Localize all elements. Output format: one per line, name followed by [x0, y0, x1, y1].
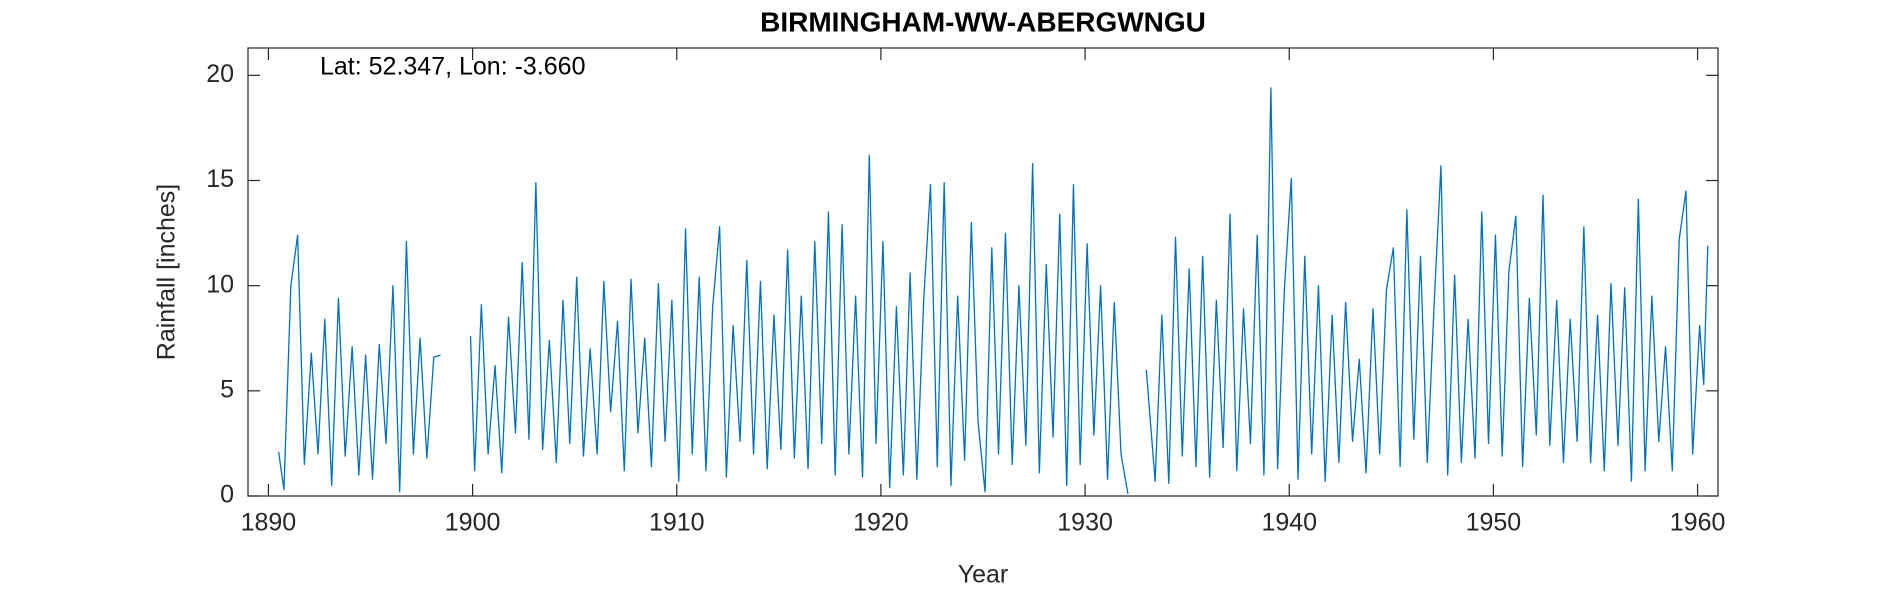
y-tick-label: 15	[206, 165, 234, 193]
x-tick-label: 1920	[853, 509, 909, 537]
x-tick-label: 1890	[241, 509, 297, 537]
x-tick-label: 1930	[1057, 509, 1113, 537]
y-tick-label: 0	[220, 481, 234, 509]
plot-area	[247, 47, 1719, 497]
y-tick-label: 20	[206, 60, 234, 88]
x-tick-label: 1940	[1261, 509, 1317, 537]
annotation: Lat: 52.347, Lon: -3.660	[320, 53, 586, 81]
x-axis-label: Year	[958, 561, 1009, 589]
x-tick-label: 1950	[1466, 509, 1522, 537]
y-tick-label: 10	[206, 270, 234, 298]
x-tick-label: 1910	[649, 509, 705, 537]
x-tick-label: 1900	[445, 509, 501, 537]
y-axis-label: Rainfall [inches]	[153, 184, 181, 360]
y-tick-label: 5	[220, 375, 234, 403]
x-tick-label: 1960	[1670, 509, 1726, 537]
chart-title: BIRMINGHAM-WW-ABERGWNGU	[760, 6, 1206, 37]
rainfall-line	[277, 87, 1709, 495]
